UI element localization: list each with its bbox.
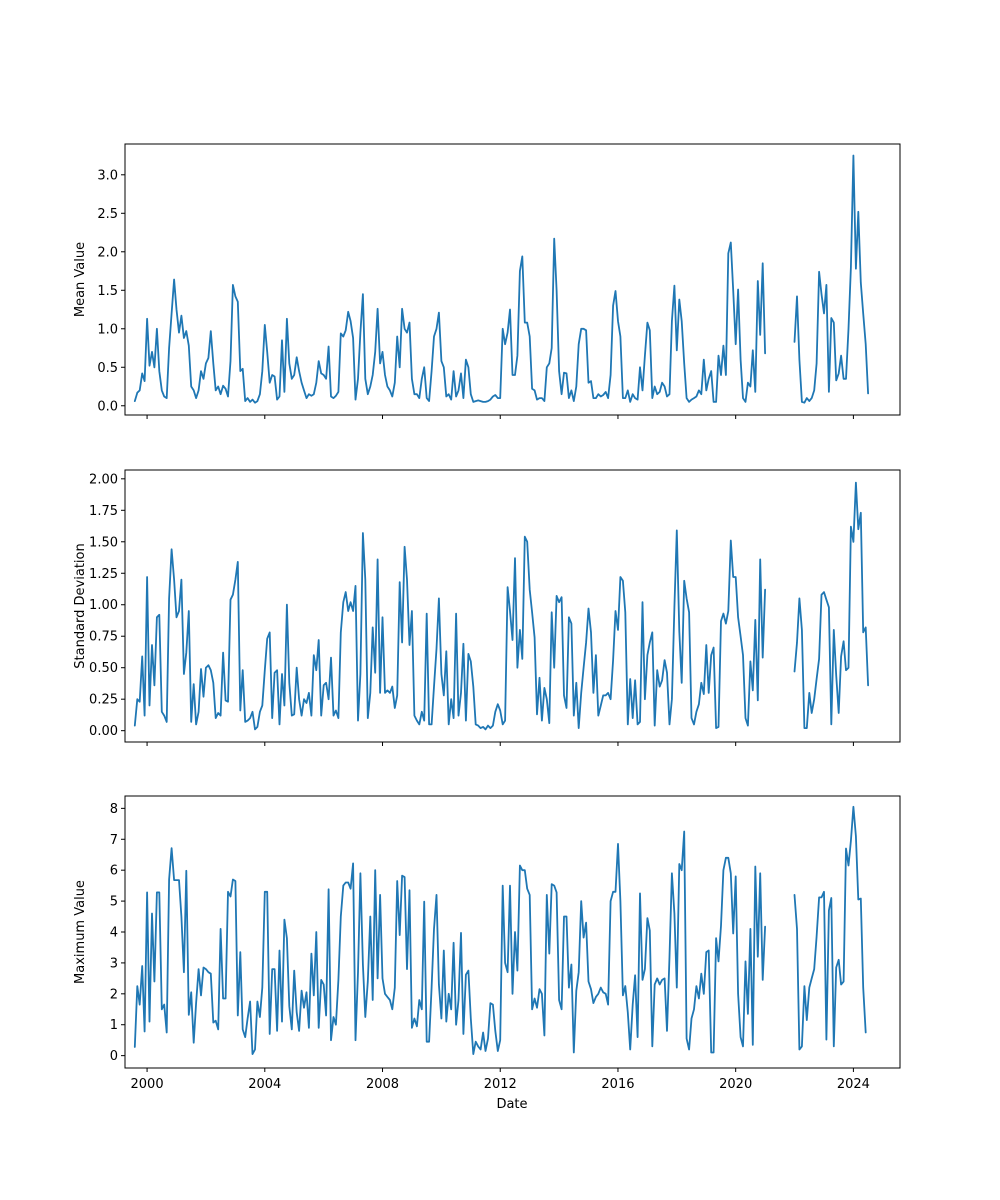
maximum-value-panel: 0 1 2 3 4 5 6 7 8 2000 2004 2008 2012 2016 2020 2024 Max… — [73, 795, 901, 1092]
standard-deviation-panel: 0.00 0.25 0.50 0.75 1.00 1.25 1.50 1.75 2.00 Stan… — [73, 469, 901, 746]
y-tick-label: 2.00 — [89, 472, 118, 487]
maximum-value-axes-frame — [124, 795, 901, 1069]
mean-value-axes-frame — [124, 143, 901, 416]
y-tick-label: 3 — [110, 956, 118, 971]
y-tick-label: 2.0 — [97, 245, 118, 260]
y-tick-label: 0 — [110, 1049, 118, 1064]
y-tick-label: 0.25 — [89, 693, 118, 708]
y-tick-label: 0.75 — [89, 630, 118, 645]
y-tick-label: 0.00 — [89, 724, 118, 739]
mean-value-series-line — [133, 154, 869, 404]
maximum-value-y-axis-label: Maximum Value — [73, 880, 88, 984]
x-tick-label: 2012 — [484, 1077, 517, 1092]
standard-deviation-axes-frame — [124, 469, 901, 743]
y-tick-label: 3.0 — [97, 168, 118, 183]
y-tick-label: 1.25 — [89, 567, 118, 582]
x-tick-label: 2016 — [601, 1077, 634, 1092]
y-tick-label: 1.5 — [97, 284, 118, 299]
x-tick-label: 2020 — [719, 1077, 752, 1092]
x-tick-label: 2004 — [248, 1077, 281, 1092]
y-tick-label: 8 — [110, 802, 118, 817]
y-tick-label: 1.50 — [89, 535, 118, 550]
y-tick-label: 0.50 — [89, 661, 118, 676]
y-tick-label: 5 — [110, 895, 118, 910]
x-tick-label: 2008 — [366, 1077, 399, 1092]
y-tick-label: 0.0 — [97, 399, 118, 414]
x-tick-label: 2024 — [837, 1077, 870, 1092]
mean-value-y-axis-label: Mean Value — [73, 242, 88, 317]
y-tick-label: 1.0 — [97, 322, 118, 337]
x-tick-label: 2000 — [131, 1077, 164, 1092]
standard-deviation-series-line — [133, 481, 869, 731]
y-tick-label: 1.75 — [89, 504, 118, 519]
y-tick-label: 1.00 — [89, 598, 118, 613]
y-tick-label: 7 — [110, 833, 118, 848]
standard-deviation-y-axis-label: Standard Deviation — [73, 543, 88, 668]
y-tick-label: 4 — [110, 926, 118, 941]
y-tick-label: 2.5 — [97, 207, 118, 222]
y-tick-label: 0.5 — [97, 361, 118, 376]
y-tick-label: 6 — [110, 864, 118, 879]
mean-value-panel: 0.0 0.5 1.0 1.5 2.0 2.5 3.0 Mean Value — [73, 143, 901, 419]
x-axis-label: Date — [496, 1097, 527, 1112]
maximum-value-series-line — [133, 805, 867, 1055]
y-tick-label: 1 — [110, 1018, 118, 1033]
y-tick-label: 2 — [110, 987, 118, 1002]
